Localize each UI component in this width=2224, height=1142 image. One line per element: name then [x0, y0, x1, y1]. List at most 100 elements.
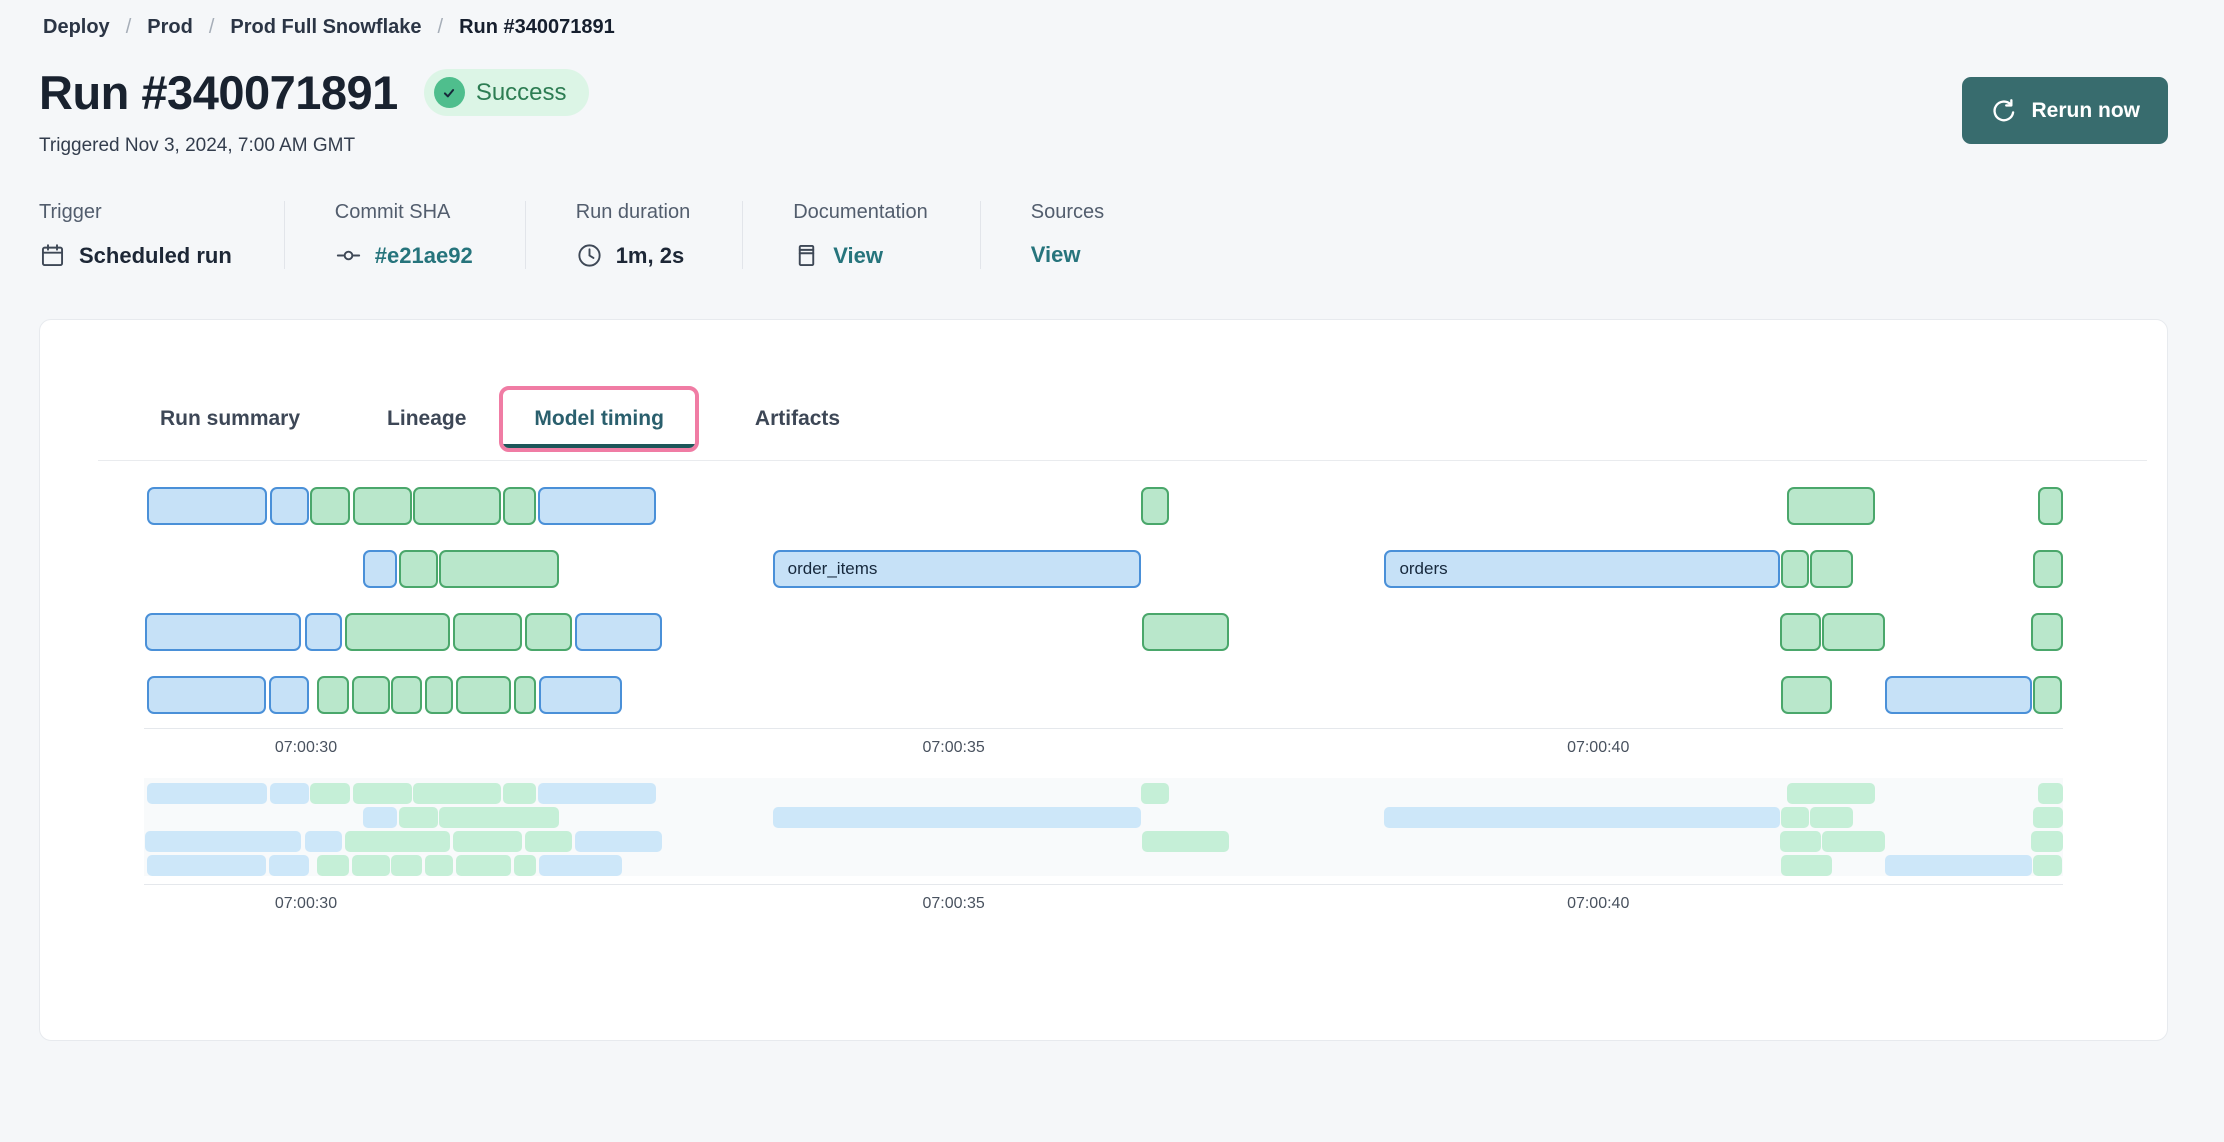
minimap-row [144, 783, 2063, 804]
gantt-row [144, 676, 2063, 714]
model-bar[interactable] [1885, 676, 2033, 714]
axis-tick-label: 07:00:30 [274, 739, 338, 756]
page-header: Run #340071891 Success Triggered Nov 3, … [0, 39, 2224, 157]
gantt-row [144, 487, 2063, 525]
model-bar[interactable] [309, 487, 350, 525]
status-badge-label: Success [475, 78, 567, 106]
minimap-bar [2033, 807, 2063, 828]
model-bar[interactable] [144, 613, 301, 651]
minimap-bar [455, 855, 511, 876]
model-bar[interactable] [398, 550, 438, 588]
axis-tick-label: 07:00:30 [274, 895, 338, 912]
minimap-row [144, 831, 2063, 852]
minimap-bar [2033, 855, 2063, 876]
minimap-time-axis: 07:00:30 07:00:35 07:00:40 [144, 884, 2063, 930]
minimap-bar [352, 783, 412, 804]
minimap-bar [268, 855, 309, 876]
breadcrumb-prod[interactable]: Prod [147, 16, 193, 38]
minimap-bar [424, 855, 453, 876]
model-bar[interactable] [502, 487, 536, 525]
minimap-bar [147, 855, 267, 876]
model-bar[interactable] [344, 613, 450, 651]
breadcrumb-environment[interactable]: Prod Full Snowflake [230, 16, 422, 38]
model-bar[interactable] [2030, 613, 2063, 651]
minimap-bar [538, 855, 622, 876]
meta-trigger: Trigger Scheduled run [39, 201, 285, 269]
minimap-bar [452, 831, 522, 852]
model-bar[interactable] [1787, 487, 1876, 525]
minimap-bar [502, 783, 536, 804]
model-bar[interactable] [268, 676, 309, 714]
model-bar[interactable] [305, 613, 343, 651]
minimap-bar [1781, 807, 1810, 828]
model-bar[interactable] [1141, 487, 1169, 525]
clock-icon [576, 242, 603, 269]
commit-sha-link[interactable]: #e21ae92 [374, 242, 473, 268]
status-badge: Success [423, 69, 589, 116]
tab-artifacts[interactable]: Artifacts [754, 407, 841, 430]
minimap-bar [144, 831, 301, 852]
rerun-icon [1990, 97, 2018, 125]
model-bar[interactable] [455, 676, 511, 714]
minimap-bar [390, 855, 422, 876]
axis-tick-label: 07:00:35 [922, 739, 985, 756]
trigger-value: Scheduled run [79, 242, 232, 268]
tab-run-summary[interactable]: Run summary [160, 407, 301, 430]
model-bar[interactable] [412, 487, 501, 525]
model-bar[interactable] [2033, 550, 2063, 588]
breadcrumb-deploy[interactable]: Deploy [43, 16, 110, 38]
model-bar[interactable] [538, 676, 622, 714]
minimap-bar [344, 831, 450, 852]
model-bar[interactable] [1781, 676, 1833, 714]
gantt-row: order_items orders [144, 550, 2063, 588]
model-bar[interactable] [537, 487, 656, 525]
model-bar[interactable] [424, 676, 453, 714]
model-bar[interactable] [390, 676, 422, 714]
commit-icon [335, 242, 362, 269]
run-metadata: Trigger Scheduled run Commit SHA #e21ae9… [39, 201, 2224, 269]
model-bar[interactable] [352, 487, 412, 525]
meta-label: Commit SHA [334, 201, 451, 223]
model-bar[interactable] [524, 613, 572, 651]
sources-view-link[interactable]: View [1030, 242, 1081, 267]
minimap-bar [1781, 855, 1833, 876]
model-bar[interactable] [2038, 487, 2063, 525]
model-bar[interactable] [362, 550, 397, 588]
model-bar[interactable] [147, 487, 267, 525]
minimap-bar [1885, 855, 2033, 876]
breadcrumb: Deploy / Prod / Prod Full Snowflake / Ru… [0, 0, 2224, 39]
model-bar[interactable] [316, 676, 349, 714]
rerun-now-button[interactable]: Rerun now [1961, 77, 2168, 144]
model-bar[interactable] [147, 676, 267, 714]
rerun-button-label: Rerun now [2031, 98, 2141, 122]
minimap-bar [1787, 783, 1876, 804]
model-bar-orders[interactable]: orders [1384, 550, 1781, 588]
model-bar[interactable] [1781, 550, 1810, 588]
success-check-icon [433, 77, 465, 108]
model-bar[interactable] [513, 676, 536, 714]
gantt-minimap[interactable] [144, 778, 2063, 876]
run-duration-value: 1m, 2s [615, 242, 685, 268]
meta-label: Trigger [39, 201, 102, 223]
minimap-bar [412, 783, 501, 804]
model-bar[interactable] [574, 613, 662, 651]
model-bar[interactable] [1142, 613, 1230, 651]
minimap-bar [269, 783, 309, 804]
axis-tick-label: 07:00:40 [1567, 895, 1630, 912]
model-bar-order_items[interactable]: order_items [772, 550, 1141, 588]
model-bar[interactable] [1780, 613, 1822, 651]
model-bar[interactable] [1822, 613, 1886, 651]
minimap-bar [1142, 831, 1230, 852]
model-bar[interactable] [452, 613, 522, 651]
model-bar[interactable] [351, 676, 390, 714]
minimap-bar [316, 855, 349, 876]
documentation-view-link[interactable]: View [833, 242, 883, 268]
meta-commit-sha: Commit SHA #e21ae92 [285, 201, 526, 269]
docs-icon [793, 242, 820, 269]
tab-model-timing[interactable]: Model timing [499, 386, 699, 452]
tab-lineage[interactable]: Lineage [387, 407, 467, 430]
model-bar[interactable] [438, 550, 559, 588]
model-bar[interactable] [2033, 676, 2063, 714]
model-bar[interactable] [1810, 550, 1854, 588]
model-bar[interactable] [269, 487, 309, 525]
